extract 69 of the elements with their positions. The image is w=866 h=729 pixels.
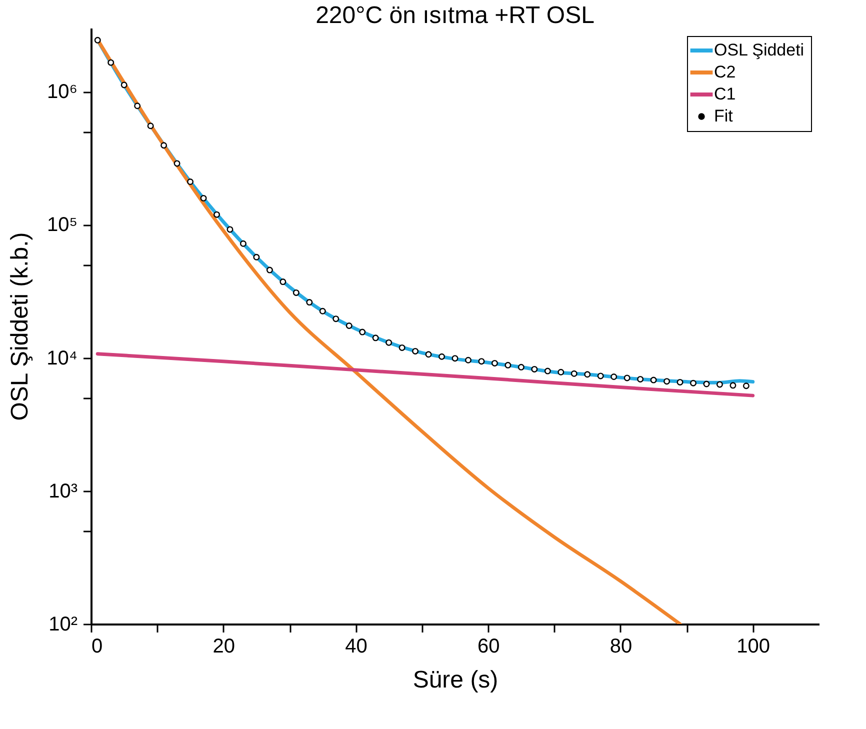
point — [253, 254, 260, 260]
point — [372, 334, 379, 342]
point — [214, 211, 220, 218]
point — [438, 353, 446, 360]
point — [398, 344, 406, 351]
point — [240, 240, 246, 247]
point — [624, 374, 630, 382]
point — [359, 328, 366, 336]
point — [200, 194, 207, 202]
point — [134, 102, 141, 110]
chart-title: 220°C ön ısıtma +RT OSL — [316, 2, 594, 29]
x-tick-label: 0 — [92, 636, 103, 658]
legend-label: C2 — [714, 62, 736, 82]
y-tick-label: 10⁴ — [46, 347, 78, 370]
point — [676, 378, 684, 386]
point — [597, 372, 604, 380]
point — [386, 339, 392, 346]
point — [558, 368, 564, 376]
point — [160, 142, 168, 149]
y-tick-label: 10² — [48, 614, 78, 636]
point — [584, 371, 591, 378]
point — [280, 278, 286, 286]
y-axis-title: OSL Şiddeti (k.b.) — [6, 232, 34, 421]
point — [120, 82, 128, 88]
point — [544, 368, 551, 374]
point — [690, 380, 696, 386]
legend-label: C1 — [714, 84, 736, 104]
point — [478, 358, 485, 365]
point — [452, 355, 458, 362]
point — [319, 308, 326, 314]
legend-label: OSL Şiddeti — [714, 40, 804, 60]
x-tick-label: 40 — [345, 636, 368, 658]
x-axis-title: Süre (s) — [412, 666, 498, 694]
line-series — [96, 352, 755, 398]
point — [703, 380, 710, 388]
point — [637, 376, 644, 382]
y-tick-label: 10⁵ — [46, 214, 78, 236]
y-tick-label: 10³ — [48, 480, 78, 502]
point — [226, 226, 234, 233]
point — [425, 351, 432, 358]
point — [664, 378, 670, 385]
point — [570, 370, 578, 377]
x-tick-label: 80 — [610, 636, 632, 658]
point — [742, 382, 750, 390]
point — [292, 289, 300, 296]
point — [412, 348, 419, 354]
point — [174, 160, 180, 167]
y-tick-label: 10⁶ — [47, 81, 78, 104]
point — [730, 382, 736, 389]
point — [332, 316, 340, 322]
point — [716, 381, 723, 388]
x-tick-label: 60 — [477, 636, 500, 658]
x-tick-label: 20 — [212, 636, 235, 658]
x-tick-label: 100 — [736, 636, 770, 658]
point — [346, 322, 352, 329]
point — [504, 362, 512, 368]
point — [108, 59, 114, 66]
point — [531, 366, 538, 372]
point — [266, 266, 273, 274]
point — [610, 374, 618, 380]
point — [650, 376, 657, 384]
point — [306, 299, 313, 306]
point — [518, 364, 524, 370]
legend-label: Fit — [714, 106, 734, 126]
point — [187, 178, 194, 185]
point — [464, 356, 472, 364]
point — [94, 36, 101, 44]
point — [147, 122, 154, 130]
point — [491, 360, 498, 366]
